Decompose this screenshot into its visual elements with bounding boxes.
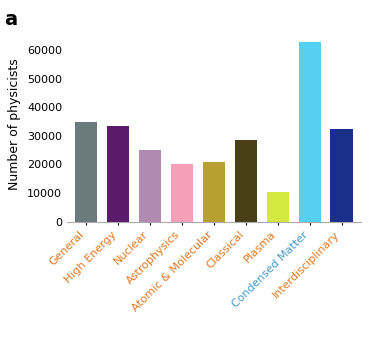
- Bar: [235, 140, 257, 222]
- Bar: [139, 150, 161, 222]
- Bar: [330, 129, 353, 222]
- Bar: [171, 164, 193, 222]
- Bar: [203, 162, 225, 222]
- Text: a: a: [4, 10, 17, 29]
- Bar: [75, 122, 97, 222]
- Y-axis label: Number of physicists: Number of physicists: [9, 59, 22, 190]
- Bar: [299, 42, 321, 222]
- Bar: [267, 192, 289, 222]
- Bar: [107, 126, 129, 222]
